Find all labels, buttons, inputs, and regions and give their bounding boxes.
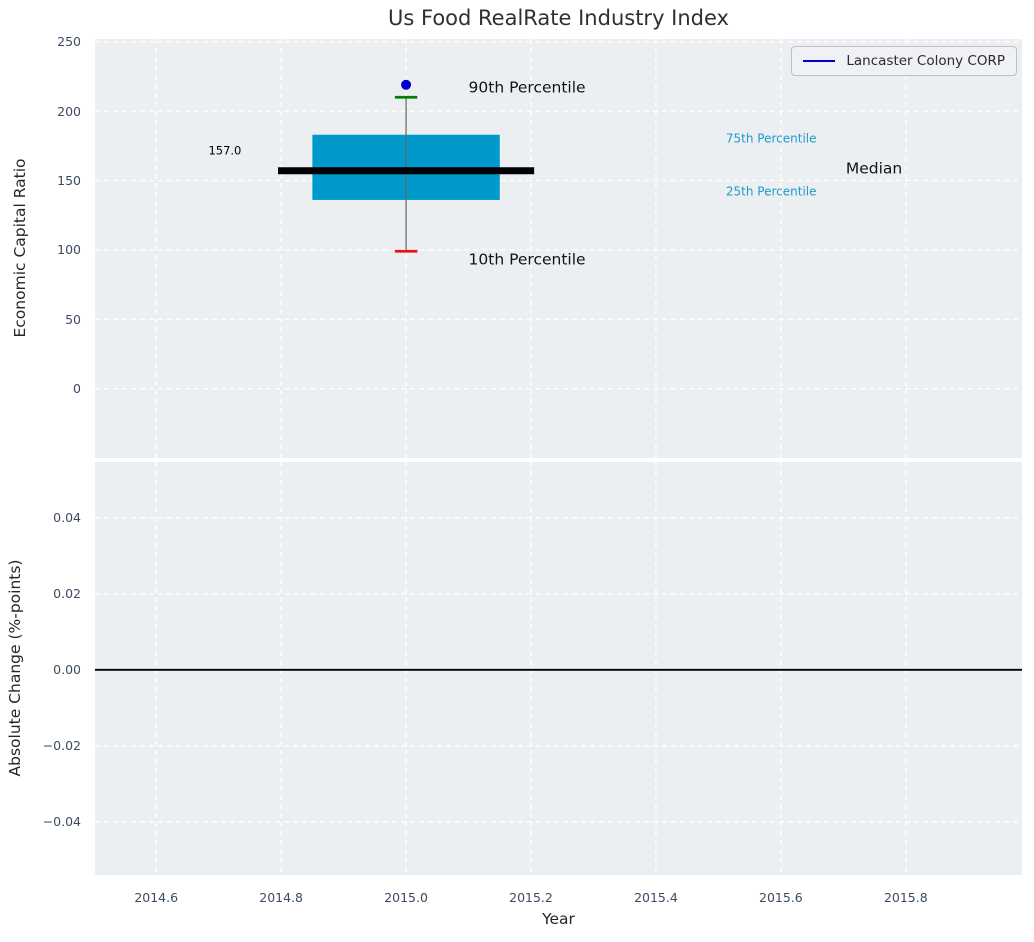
annotation-157-0: 157.0 [208,144,242,159]
change-canvas [95,462,1022,875]
legend: Lancaster Colony CORP [791,46,1017,76]
ytick-top: 100 [57,242,81,258]
boxplot-canvas [95,39,1022,458]
legend-line-sample [803,59,836,63]
ytick-bottom: 0.04 [53,510,81,526]
xtick: 2014.8 [259,890,304,905]
xtick: 2015.0 [384,890,428,905]
chart-title: Us Food RealRate Industry Index [388,6,729,30]
axes-bottom-absolute-change [95,462,1022,875]
ytick-top: 250 [57,34,81,50]
xtick: 2015.8 [883,890,928,905]
axes-top-economic-capital-ratio: 157.0 90th Percentile 10th Percentile 75th … [95,39,1022,458]
xtick: 2014.6 [134,890,179,905]
xtick: 2015.4 [634,890,678,905]
ytick-top: 200 [57,103,81,119]
annotation-90th-percentile: 90th Percentile [468,78,586,97]
ytick-bottom: −0.04 [42,814,81,830]
ytick-bottom: 0.00 [53,662,81,678]
xtick: 2015.2 [509,890,553,905]
ytick-bottom: −0.02 [42,738,81,754]
ytick-top: 0 [73,381,81,397]
company-point [401,79,412,90]
annotation-75th-percentile: 75th Percentile [725,131,817,146]
annotation-median: Median [845,159,903,178]
annotation-10th-percentile: 10th Percentile [468,250,586,269]
ytick-top: 50 [65,311,81,327]
annotation-25th-percentile: 25th Percentile [725,184,817,199]
xtick: 2015.6 [759,890,803,905]
ytick-bottom: 0.02 [53,586,81,602]
x-axis-label: Year [542,910,575,928]
ytick-top: 150 [57,173,81,189]
legend-label: Lancaster Colony CORP [846,53,1005,69]
